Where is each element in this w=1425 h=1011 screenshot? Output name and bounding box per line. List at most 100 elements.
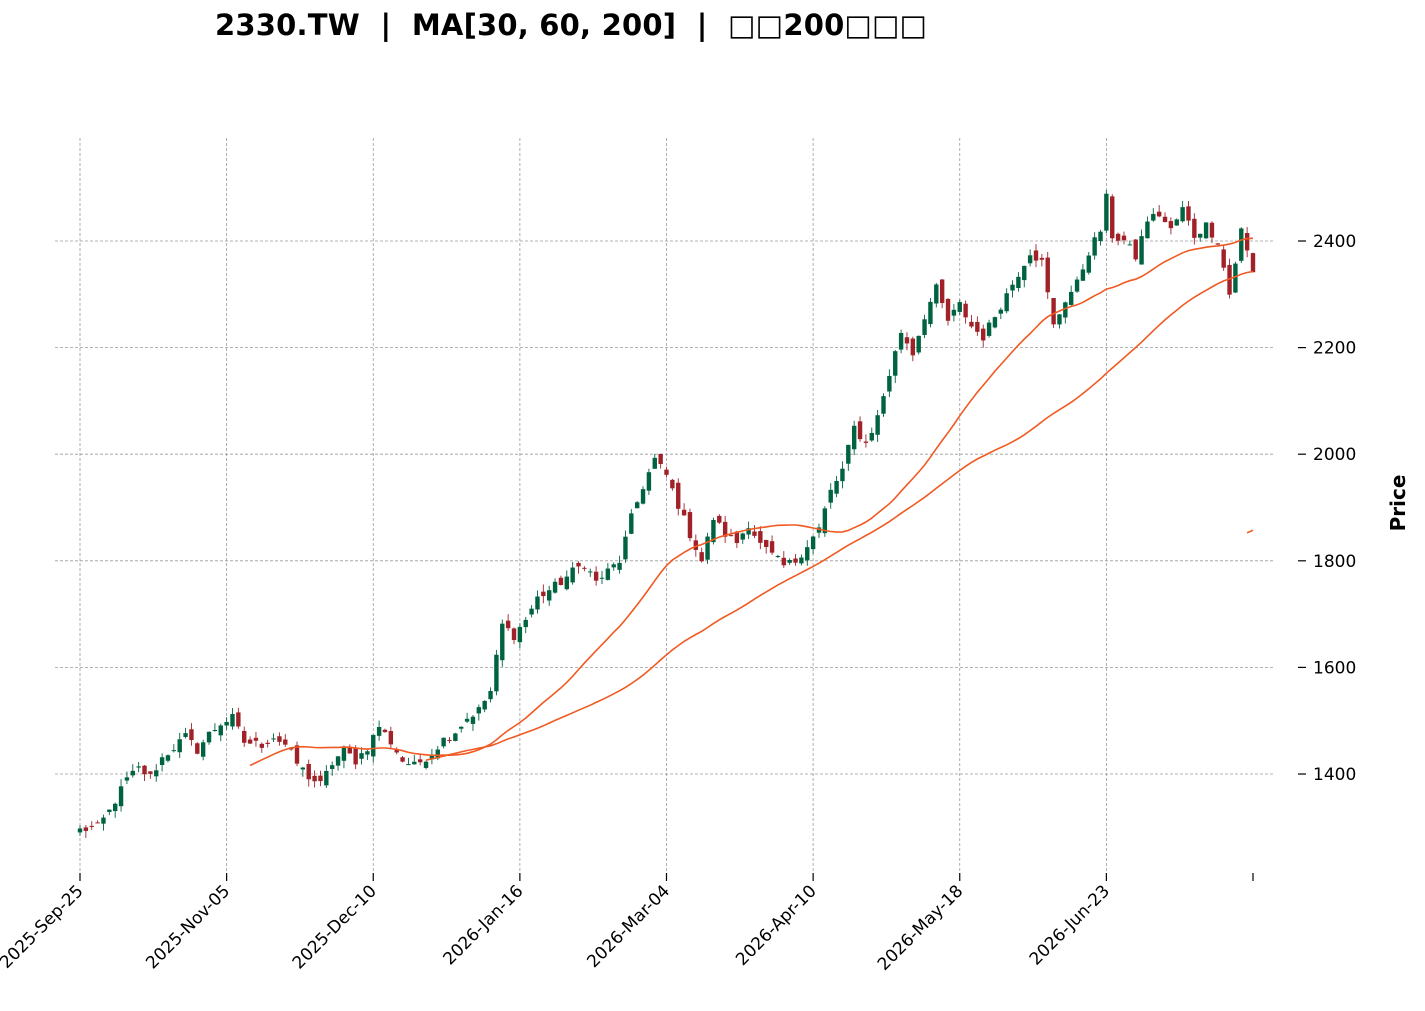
candle-body bbox=[1174, 219, 1179, 226]
candle-body bbox=[294, 745, 300, 764]
candle-body bbox=[130, 770, 135, 776]
candle-body bbox=[547, 590, 552, 601]
candle-body bbox=[552, 581, 558, 593]
candle-body bbox=[406, 764, 411, 766]
candle-body bbox=[728, 535, 734, 537]
candle-body bbox=[230, 714, 235, 727]
candle-body bbox=[764, 539, 769, 548]
candle-body bbox=[494, 654, 499, 692]
candle-body bbox=[148, 771, 153, 774]
candle-body bbox=[511, 628, 517, 641]
candle-body bbox=[107, 809, 112, 813]
candle-body bbox=[869, 432, 874, 441]
candle-body bbox=[200, 742, 206, 757]
candle-body bbox=[247, 739, 253, 744]
candle-body bbox=[1221, 249, 1226, 268]
candle-body bbox=[517, 626, 523, 643]
candle-body bbox=[693, 540, 699, 550]
candle-body bbox=[640, 489, 646, 504]
candle-body bbox=[1209, 222, 1215, 238]
candle-body bbox=[752, 531, 757, 536]
candle-body bbox=[1133, 239, 1138, 260]
y-tick-label: 2000 bbox=[1313, 445, 1356, 465]
candle-body bbox=[787, 560, 792, 563]
y-tick-label: 1400 bbox=[1313, 765, 1356, 785]
candle-body bbox=[347, 747, 352, 754]
candle-body bbox=[863, 441, 869, 443]
candle-body bbox=[810, 536, 816, 550]
candle-body bbox=[593, 571, 599, 581]
candle-body bbox=[365, 751, 370, 755]
candle-body bbox=[793, 558, 798, 563]
x-tick-label: 2026-Jun-23 bbox=[1026, 881, 1114, 969]
ma60-line bbox=[425, 270, 1254, 761]
candle-body bbox=[218, 725, 223, 736]
candle-body bbox=[136, 766, 141, 768]
candle-body bbox=[1098, 231, 1103, 242]
candle-body bbox=[1168, 221, 1174, 229]
candles bbox=[77, 190, 1256, 838]
candle-body bbox=[834, 480, 839, 494]
candle-body bbox=[969, 321, 974, 327]
candle-body bbox=[259, 743, 265, 748]
candle-body bbox=[382, 729, 388, 733]
ma200-line bbox=[1246, 529, 1254, 534]
candle-body bbox=[623, 536, 628, 560]
candle-body bbox=[441, 737, 446, 747]
candle-body bbox=[359, 753, 364, 759]
candle-body bbox=[470, 716, 476, 724]
candle-body bbox=[236, 712, 241, 727]
candle-body bbox=[717, 515, 722, 523]
candle-body bbox=[1250, 253, 1256, 273]
candle-body bbox=[423, 761, 429, 768]
candle-body bbox=[963, 303, 968, 318]
candle-body bbox=[271, 738, 276, 740]
candle-body bbox=[898, 332, 904, 350]
candle-body bbox=[447, 739, 452, 741]
y-tick-label: 2400 bbox=[1313, 232, 1356, 252]
candle-body bbox=[992, 317, 998, 328]
candle-body bbox=[329, 765, 335, 769]
candle-body bbox=[1016, 276, 1021, 289]
candle-body bbox=[482, 700, 487, 710]
candle-body bbox=[646, 472, 652, 491]
y-tick-label: 1800 bbox=[1313, 552, 1356, 572]
candle-body bbox=[676, 482, 681, 509]
candle-body bbox=[570, 567, 575, 583]
candle-body bbox=[652, 457, 657, 469]
candle-body bbox=[617, 562, 622, 570]
candle-body bbox=[822, 508, 828, 534]
candle-body bbox=[101, 817, 106, 824]
candle-body bbox=[670, 479, 675, 489]
candle-body bbox=[318, 775, 323, 782]
candle-body bbox=[986, 322, 992, 336]
x-tick-label: 2026-Mar-04 bbox=[583, 881, 674, 972]
candle-body bbox=[89, 825, 94, 827]
x-tick-label: 2026-Jan-16 bbox=[439, 881, 527, 969]
candle-body bbox=[840, 468, 845, 482]
chart-title: 2330.TW | MA[30, 60, 200] | □□200□□□ bbox=[215, 8, 928, 42]
candle-body bbox=[705, 536, 710, 560]
candle-body bbox=[388, 731, 394, 745]
candle-body bbox=[118, 786, 124, 807]
candle-body bbox=[476, 707, 482, 714]
candle-body bbox=[165, 755, 171, 761]
candle-body bbox=[1074, 279, 1080, 292]
candle-body bbox=[558, 577, 564, 585]
candle-body bbox=[464, 718, 470, 722]
candle-body bbox=[916, 335, 921, 353]
candle-body bbox=[341, 746, 347, 761]
x-tick-label: 2025-Nov-05 bbox=[142, 881, 234, 973]
candle-body bbox=[1151, 213, 1156, 221]
candle-body bbox=[1004, 293, 1009, 312]
candle-body bbox=[83, 827, 89, 831]
candle-body bbox=[1198, 233, 1203, 238]
candle-body bbox=[154, 770, 159, 777]
candle-body bbox=[945, 298, 951, 321]
candle-body bbox=[1244, 232, 1250, 251]
candle-body bbox=[1068, 291, 1074, 305]
candle-body bbox=[564, 576, 569, 590]
candle-body bbox=[335, 756, 341, 766]
candle-body bbox=[799, 557, 804, 564]
candle-body bbox=[605, 568, 611, 580]
